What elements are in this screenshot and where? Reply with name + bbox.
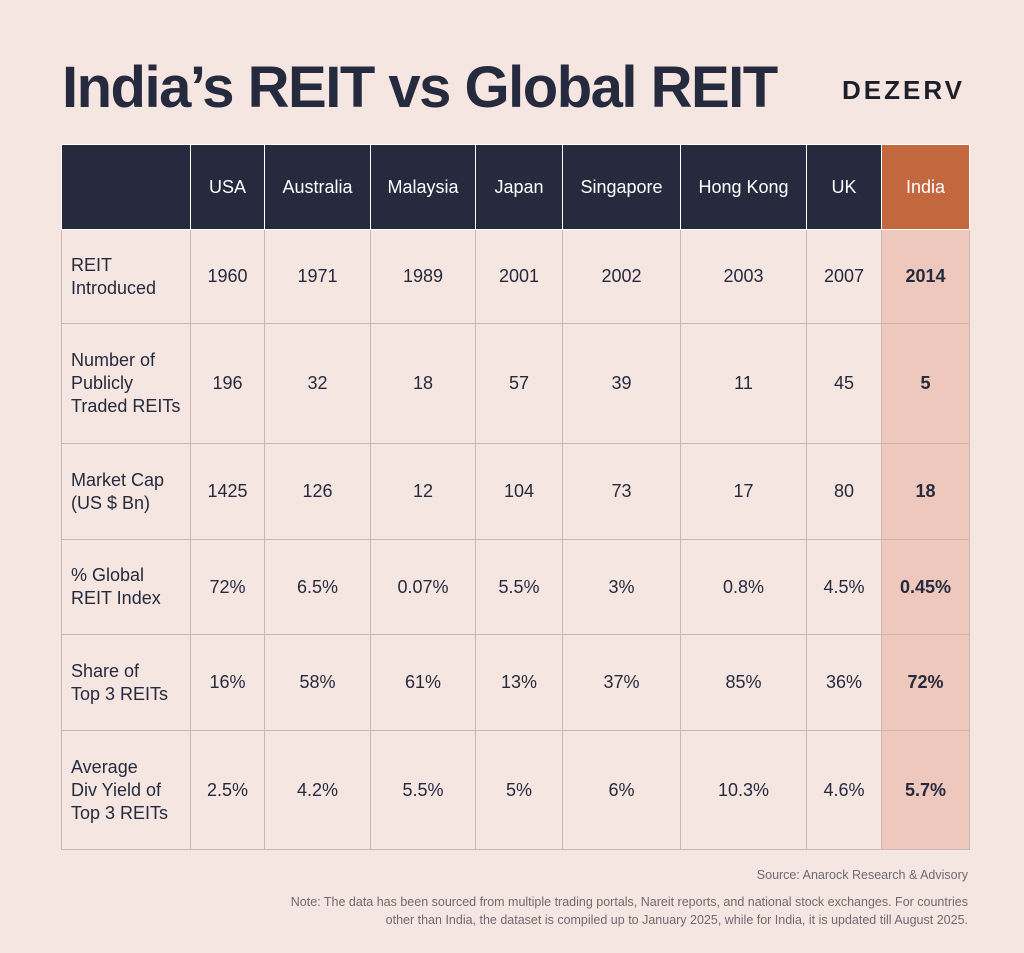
india-value-cell: 18 <box>881 443 970 540</box>
table-row: REIT Introduced 1960 1971 1989 2001 2002 2003 20… <box>61 229 970 324</box>
table-row: Share of Top 3 REITs 16% 58% 61% 13% 37% 85% 36%… <box>61 634 970 731</box>
value-cell: 61% <box>370 634 476 731</box>
row-label-line: Market Cap <box>71 469 165 490</box>
row-label-line: Traded REITs <box>71 396 181 416</box>
column-header-india: India <box>881 144 970 230</box>
value-cell: 12 <box>370 443 476 540</box>
reit-comparison-table: USA Australia Malaysia Japan Singapore H… <box>61 144 970 850</box>
value-cell: 2.5% <box>190 730 265 850</box>
row-label-line: Share of <box>71 660 140 681</box>
value-cell: 10.3% <box>680 730 807 850</box>
value-cell: 39 <box>562 323 681 444</box>
value-cell: 1971 <box>264 229 371 324</box>
value-cell: 58% <box>264 634 371 731</box>
value-cell: 2007 <box>806 229 882 324</box>
table-row: Number of Publicly Traded REITs 196 32 18 57 39… <box>61 323 970 444</box>
value-cell: 37% <box>562 634 681 731</box>
value-cell: 36% <box>806 634 882 731</box>
value-cell: 126 <box>264 443 371 540</box>
value-cell: 72% <box>190 539 265 635</box>
value-cell: 196 <box>190 323 265 444</box>
column-header: Malaysia <box>370 144 476 230</box>
value-cell: 85% <box>680 634 807 731</box>
row-label: Share of Top 3 REITs <box>61 634 191 731</box>
value-cell: 73 <box>562 443 681 540</box>
row-label-line: Top 3 REITs <box>71 802 169 823</box>
value-cell: 4.6% <box>806 730 882 850</box>
brand-logo: DEZERV <box>842 75 965 105</box>
value-cell: 1425 <box>190 443 265 540</box>
row-label-line: Introduced <box>71 277 157 298</box>
table-row: Average Div Yield of Top 3 REITs 2.5% 4.2% 5.… <box>61 730 970 850</box>
value-cell: 2001 <box>475 229 563 324</box>
source-note: Source: Anarock Research & Advisory <box>756 868 968 882</box>
value-cell: 1960 <box>190 229 265 324</box>
value-cell: 5% <box>475 730 563 850</box>
column-header: UK <box>806 144 882 230</box>
column-header: Hong Kong <box>680 144 807 230</box>
column-header: Japan <box>475 144 563 230</box>
value-cell: 16% <box>190 634 265 731</box>
value-cell: 104 <box>475 443 563 540</box>
row-label: % Global REIT Index <box>61 539 191 635</box>
value-cell: 2002 <box>562 229 681 324</box>
value-cell: 5.5% <box>475 539 563 635</box>
row-label-line: Publicly <box>71 373 134 393</box>
value-cell: 6.5% <box>264 539 371 635</box>
column-header: Australia <box>264 144 371 230</box>
value-cell: 32 <box>264 323 371 444</box>
row-label: Average Div Yield of Top 3 REITs <box>61 730 191 850</box>
column-header: Singapore <box>562 144 681 230</box>
table-row: Market Cap (US $ Bn) 1425 126 12 104 73 17 80 18 <box>61 443 970 540</box>
value-cell: 57 <box>475 323 563 444</box>
value-cell: 5.5% <box>370 730 476 850</box>
value-cell: 4.2% <box>264 730 371 850</box>
value-cell: 45 <box>806 323 882 444</box>
value-cell: 18 <box>370 323 476 444</box>
row-label: Number of Publicly Traded REITs <box>61 323 191 444</box>
value-cell: 13% <box>475 634 563 731</box>
value-cell: 6% <box>562 730 681 850</box>
header-row: USA Australia Malaysia Japan Singapore H… <box>61 144 970 230</box>
row-label-line: % Global <box>71 565 145 585</box>
table-row: % Global REIT Index 72% 6.5% 0.07% 5.5% 3% 0.8%… <box>61 539 970 635</box>
column-header: USA <box>190 144 265 230</box>
row-label-line: (US $ Bn) <box>71 492 151 513</box>
row-label-line: REIT <box>71 254 113 275</box>
value-cell: 11 <box>680 323 807 444</box>
india-value-cell: 5 <box>881 323 970 444</box>
india-value-cell: 72% <box>881 634 970 731</box>
corner-cell <box>61 144 191 230</box>
india-value-cell: 2014 <box>881 229 970 324</box>
value-cell: 1989 <box>370 229 476 324</box>
row-label-line: Number of <box>71 350 156 370</box>
row-label-line: REIT Index <box>71 588 161 608</box>
value-cell: 0.8% <box>680 539 807 635</box>
row-label-line: Div Yield of <box>71 779 162 800</box>
data-note: Note: The data has been sourced from mul… <box>290 895 968 927</box>
row-label: REIT Introduced <box>61 229 191 324</box>
value-cell: 4.5% <box>806 539 882 635</box>
value-cell: 2003 <box>680 229 807 324</box>
india-value-cell: 0.45% <box>881 539 970 635</box>
row-label-line: Average <box>71 756 138 777</box>
page-title: India’s REIT vs Global REIT <box>62 55 778 120</box>
india-value-cell: 5.7% <box>881 730 970 850</box>
value-cell: 0.07% <box>370 539 476 635</box>
value-cell: 80 <box>806 443 882 540</box>
value-cell: 3% <box>562 539 681 635</box>
row-label-line: Top 3 REITs <box>71 683 169 704</box>
value-cell: 17 <box>680 443 807 540</box>
row-label: Market Cap (US $ Bn) <box>61 443 191 540</box>
